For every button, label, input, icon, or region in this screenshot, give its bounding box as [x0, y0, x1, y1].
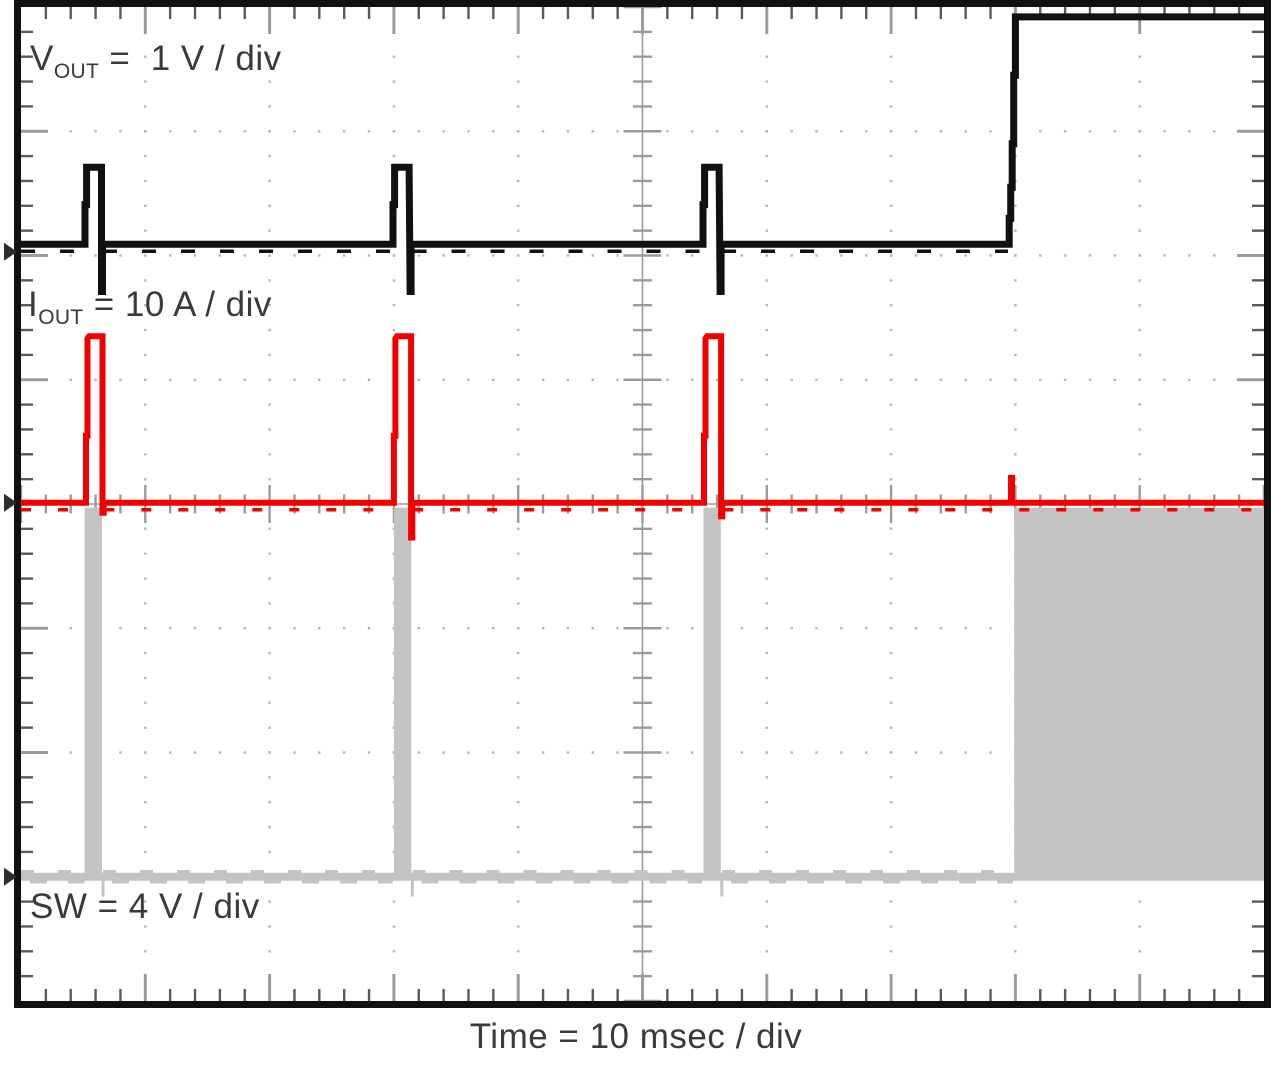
- trigger-arrow-icon: [4, 242, 17, 261]
- vout-label-base: V: [30, 39, 54, 78]
- graticule-border: [14, 0, 1271, 1008]
- sw-scale-label: SW = 4 V / div: [30, 887, 260, 926]
- trigger-arrow-icon: [4, 493, 17, 512]
- sw-trace: [21, 507, 1264, 897]
- iout-label-sub: OUT: [38, 306, 84, 329]
- vout-label-rest: = 1 V / div: [99, 39, 282, 78]
- iout-label-rest: = 10 A / div: [83, 285, 272, 324]
- trigger-arrow-icon: [4, 867, 17, 886]
- iout-label-base: I: [28, 285, 39, 324]
- vout-label-sub: OUT: [53, 60, 100, 83]
- iout-scale-label: IOUT = 10 A / div: [28, 285, 272, 329]
- time-scale-label: Time = 10 msec / div: [469, 1017, 803, 1056]
- vout-scale-label: VOUT = 1 V / div: [30, 39, 282, 83]
- iout-trace: [21, 333, 1264, 541]
- trigger-markers: [4, 242, 17, 886]
- vout-trace: [21, 13, 1264, 295]
